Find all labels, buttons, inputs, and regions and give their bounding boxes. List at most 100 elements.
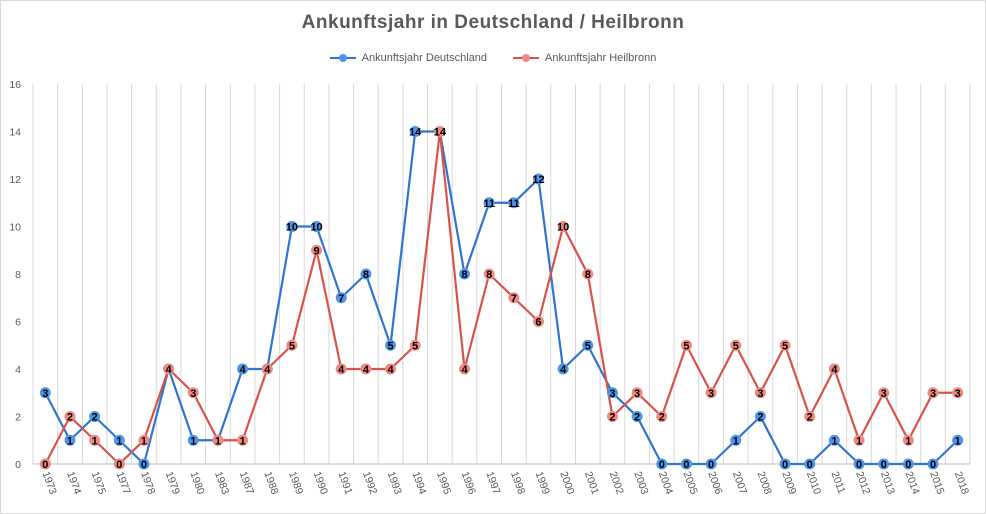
data-label-heilbronn: 4 bbox=[166, 364, 173, 376]
data-point-deutschland bbox=[557, 363, 569, 375]
x-tick-label: 2008 bbox=[755, 470, 774, 496]
data-label-heilbronn: 3 bbox=[881, 388, 887, 400]
data-label-heilbronn: 1 bbox=[856, 435, 862, 447]
data-point-heilbronn bbox=[680, 339, 692, 351]
legend-label-deutschland: Ankunftsjahr Deutschland bbox=[361, 52, 488, 64]
x-tick-label: 2018 bbox=[952, 470, 971, 496]
y-tick-label: 6 bbox=[15, 317, 21, 329]
data-label-heilbronn: 4 bbox=[363, 364, 370, 376]
x-tick-label: 2004 bbox=[656, 470, 675, 496]
data-label-deutschland: 11 bbox=[483, 198, 495, 210]
data-label-deutschland: 4 bbox=[560, 364, 567, 376]
x-tick-label: 2015 bbox=[927, 470, 946, 496]
data-label-heilbronn: 5 bbox=[782, 340, 788, 352]
data-label-heilbronn: 2 bbox=[659, 412, 665, 424]
data-label-heilbronn: 5 bbox=[289, 340, 295, 352]
x-tick-label: 2001 bbox=[582, 470, 601, 496]
data-label-deutschland: 14 bbox=[409, 127, 422, 139]
x-tick-label: 1995 bbox=[434, 470, 453, 496]
x-tick-label: 2013 bbox=[878, 470, 897, 496]
data-label-heilbronn: 4 bbox=[338, 364, 345, 376]
data-label-heilbronn: 2 bbox=[67, 412, 73, 424]
x-tick-label: 1977 bbox=[113, 470, 132, 496]
data-point-heilbronn bbox=[286, 339, 298, 351]
data-label-heilbronn: 4 bbox=[461, 364, 468, 376]
data-point-heilbronn bbox=[828, 363, 840, 375]
data-point-deutschland bbox=[631, 411, 643, 422]
data-point-heilbronn bbox=[878, 387, 890, 399]
data-point-deutschland bbox=[64, 434, 76, 446]
chart-legend: Ankunftsjahr Deutschland Ankunftsjahr He… bbox=[0, 50, 986, 66]
legend-item-deutschland: Ankunftsjahr Deutschland bbox=[329, 50, 488, 66]
data-label-deutschland: 0 bbox=[930, 459, 936, 471]
y-tick-label: 10 bbox=[9, 222, 21, 234]
data-point-heilbronn bbox=[853, 434, 865, 446]
data-point-heilbronn bbox=[532, 316, 544, 327]
data-label-heilbronn: 2 bbox=[807, 412, 813, 424]
data-label-heilbronn: 1 bbox=[141, 435, 147, 447]
data-point-deutschland bbox=[138, 458, 150, 470]
x-tick-label: 2007 bbox=[730, 470, 749, 496]
x-tick-label: 1975 bbox=[89, 470, 108, 496]
data-point-deutschland bbox=[360, 268, 372, 280]
data-point-heilbronn bbox=[138, 434, 150, 446]
data-point-heilbronn bbox=[705, 387, 717, 399]
data-point-heilbronn bbox=[557, 221, 569, 232]
data-point-heilbronn bbox=[631, 387, 643, 399]
series-line-heilbronn bbox=[44, 130, 958, 466]
data-label-deutschland: 2 bbox=[634, 412, 640, 424]
data-label-heilbronn: 1 bbox=[240, 435, 246, 447]
data-label-deutschland: 7 bbox=[338, 293, 344, 305]
data-label-deutschland: 4 bbox=[240, 364, 247, 376]
x-tick-label: 1980 bbox=[187, 470, 206, 496]
data-point-deutschland bbox=[927, 458, 939, 470]
data-label-heilbronn: 3 bbox=[708, 388, 714, 400]
data-label-heilbronn: 4 bbox=[387, 364, 394, 376]
data-point-deutschland bbox=[39, 387, 51, 399]
data-label-heilbronn: 1 bbox=[215, 435, 221, 447]
data-point-deutschland bbox=[237, 363, 249, 375]
x-tick-label: 1979 bbox=[163, 470, 182, 496]
data-label-deutschland: 1 bbox=[116, 435, 122, 447]
data-point-deutschland bbox=[828, 434, 840, 446]
data-label-heilbronn: 3 bbox=[955, 388, 961, 400]
data-label-heilbronn: 0 bbox=[42, 459, 48, 471]
data-label-deutschland: 0 bbox=[856, 459, 862, 471]
data-point-deutschland bbox=[804, 458, 816, 470]
data-point-heilbronn bbox=[902, 434, 914, 446]
data-point-heilbronn bbox=[730, 339, 742, 351]
data-point-deutschland bbox=[754, 411, 766, 422]
data-label-deutschland: 5 bbox=[585, 340, 591, 352]
data-point-deutschland bbox=[582, 339, 594, 351]
x-tick-label: 2012 bbox=[853, 470, 872, 496]
data-point-deutschland bbox=[89, 411, 101, 422]
x-tick-label: 1983 bbox=[212, 470, 231, 496]
data-label-deutschland: 8 bbox=[363, 269, 369, 281]
data-label-heilbronn: 2 bbox=[609, 412, 615, 424]
legend-item-heilbronn: Ankunftsjahr Heilbronn bbox=[513, 50, 656, 66]
data-label-deutschland: 1 bbox=[733, 435, 739, 447]
data-label-heilbronn: 5 bbox=[683, 340, 689, 352]
data-point-heilbronn bbox=[212, 434, 224, 446]
data-point-heilbronn bbox=[237, 434, 249, 446]
data-point-deutschland bbox=[853, 458, 865, 470]
data-label-deutschland: 1 bbox=[955, 435, 961, 447]
data-point-deutschland bbox=[779, 458, 791, 470]
data-point-heilbronn bbox=[804, 411, 816, 422]
data-label-deutschland: 0 bbox=[708, 459, 714, 471]
data-point-deutschland bbox=[878, 458, 890, 470]
data-point-heilbronn bbox=[187, 387, 199, 399]
data-point-deutschland bbox=[705, 458, 717, 470]
data-label-heilbronn: 5 bbox=[733, 340, 739, 352]
data-label-heilbronn: 1 bbox=[905, 435, 911, 447]
chart-title: Ankunftsjahr in Deutschland / Heilbronn bbox=[301, 12, 685, 33]
data-label-heilbronn: 8 bbox=[486, 269, 492, 281]
data-point-deutschland bbox=[113, 434, 125, 446]
y-tick-label: 0 bbox=[15, 459, 21, 471]
data-label-deutschland: 8 bbox=[461, 269, 467, 281]
data-point-deutschland bbox=[606, 387, 618, 399]
data-label-deutschland: 10 bbox=[310, 222, 322, 234]
y-tick-label: 4 bbox=[15, 364, 21, 376]
data-label-deutschland: 5 bbox=[387, 340, 393, 352]
data-label-heilbronn: 3 bbox=[930, 388, 936, 400]
